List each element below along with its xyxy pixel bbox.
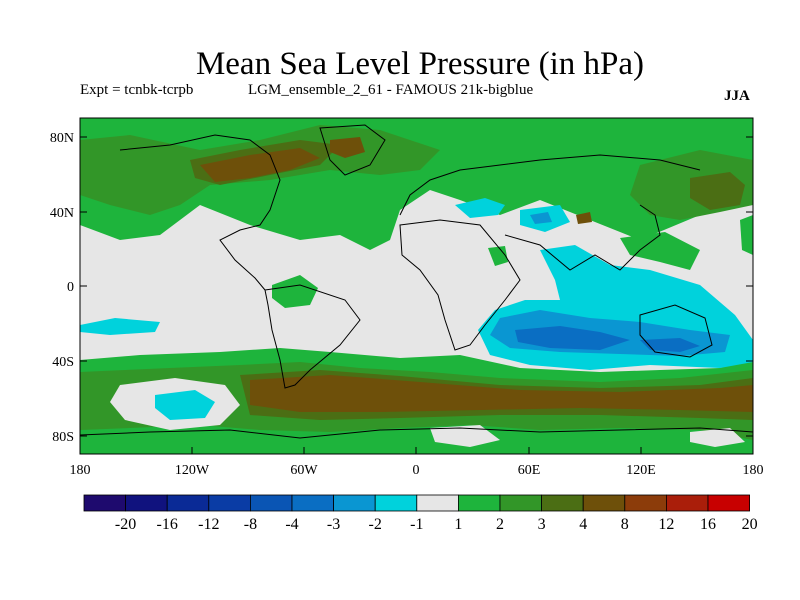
colorbar-label-0: -20	[115, 516, 136, 533]
coast-africa	[399, 219, 521, 351]
colorbar-swatch-9	[457, 494, 501, 512]
y-label-0: 0	[67, 280, 74, 295]
field-atlantic-green	[272, 275, 318, 308]
colorbar: -16 -12 -8 -4 -3 -2 -1 1 2 3 4 8 12 16 20-20	[83, 494, 758, 533]
run-label: LGM_ensemble_2_61 - FAMOUS 21k-bigblue	[248, 82, 534, 98]
field-north-brown-2	[330, 137, 365, 158]
y-label-80s: 80S	[52, 430, 74, 445]
colorbar-swatch-14	[666, 494, 709, 512]
experiment-label: Expt = tcnbk-tcrpb	[80, 82, 194, 98]
filled-contours	[80, 118, 753, 454]
coast-australia	[639, 304, 713, 358]
colorbar-label-1: -16	[157, 516, 178, 533]
colorbar-swatch-0	[83, 494, 126, 512]
season-label: JJA	[724, 88, 750, 104]
y-axis	[80, 136, 753, 437]
x-label-0: 0	[413, 463, 420, 478]
field-med-cyan	[455, 198, 505, 218]
x-label-120w: 120W	[175, 463, 210, 478]
coast-greenland	[319, 124, 386, 176]
colorbar-swatch-10	[499, 494, 542, 512]
colorbar-swatch-12	[582, 494, 626, 512]
colorbar-swatch-15	[707, 494, 750, 512]
coast-asia	[504, 204, 661, 271]
colorbar-label-12: 8	[621, 516, 629, 533]
x-label-60e: 60E	[518, 463, 541, 478]
colorbar-swatch-2	[166, 494, 210, 512]
field-indian-blue-mid-2	[640, 338, 700, 352]
colorbar-swatch-7	[374, 494, 418, 512]
field-spacific-cyan-2	[155, 390, 215, 420]
x-label-120e: 120E	[626, 463, 656, 478]
coast-south-america	[264, 284, 361, 389]
y-label-80n: 80N	[50, 131, 74, 146]
x-label-180e: 180	[743, 463, 764, 478]
colorbar-label-5: -3	[327, 516, 340, 533]
field-spacific-cyan-1	[80, 318, 160, 335]
colorbar-swatch-11	[541, 494, 584, 512]
field-pacific-green-right	[740, 215, 753, 255]
colorbar-label-13: 12	[658, 516, 674, 533]
field-ne-olive	[690, 172, 745, 210]
coast-north-america	[119, 134, 281, 291]
y-label-40n: 40N	[50, 206, 74, 221]
field-antarctic-grey-1	[430, 425, 500, 447]
colorbar-label-10: 3	[538, 516, 546, 533]
x-axis	[79, 447, 754, 454]
field-arabia-green	[488, 246, 508, 266]
coastlines	[80, 124, 753, 439]
colorbar-label-6: -2	[369, 516, 382, 533]
map-title: Mean Sea Level Pressure (in hPa)	[195, 46, 645, 82]
field-antarctic-grey-2	[690, 428, 745, 447]
y-label-40s: 40S	[52, 355, 74, 370]
field-north-brown	[200, 148, 320, 182]
colorbar-label-2: -12	[198, 516, 219, 533]
colorbar-label-4: -4	[285, 516, 298, 533]
x-label-180w: 180	[70, 463, 91, 478]
colorbar-label-7: -1	[410, 516, 423, 533]
colorbar-label-3: -8	[244, 516, 257, 533]
field-asia-brown	[576, 212, 592, 224]
colorbar-label-11: 4	[579, 516, 587, 533]
colorbar-label-9: 2	[496, 516, 504, 533]
colorbar-label-8: 1	[454, 516, 462, 533]
coast-europe	[399, 154, 701, 216]
colorbar-swatch-1	[125, 494, 168, 512]
field-indian-blue-mid	[515, 326, 630, 350]
colorbar-swatch-5	[291, 494, 334, 512]
x-label-60w: 60W	[290, 463, 318, 478]
coast-antarctica	[80, 427, 753, 439]
field-east-asia-green	[620, 232, 700, 270]
field-asia-blue	[530, 212, 552, 224]
colorbar-swatch-3	[208, 494, 251, 512]
field-south-brown	[250, 375, 753, 412]
colorbar-swatch-8	[416, 494, 459, 512]
colorbar-swatch-6	[333, 494, 376, 512]
colorbar-label-15: 20	[742, 516, 758, 533]
colorbar-label-14: 16	[700, 516, 716, 533]
colorbar-swatch-4	[249, 494, 293, 512]
colorbar-swatch-13	[624, 494, 667, 512]
